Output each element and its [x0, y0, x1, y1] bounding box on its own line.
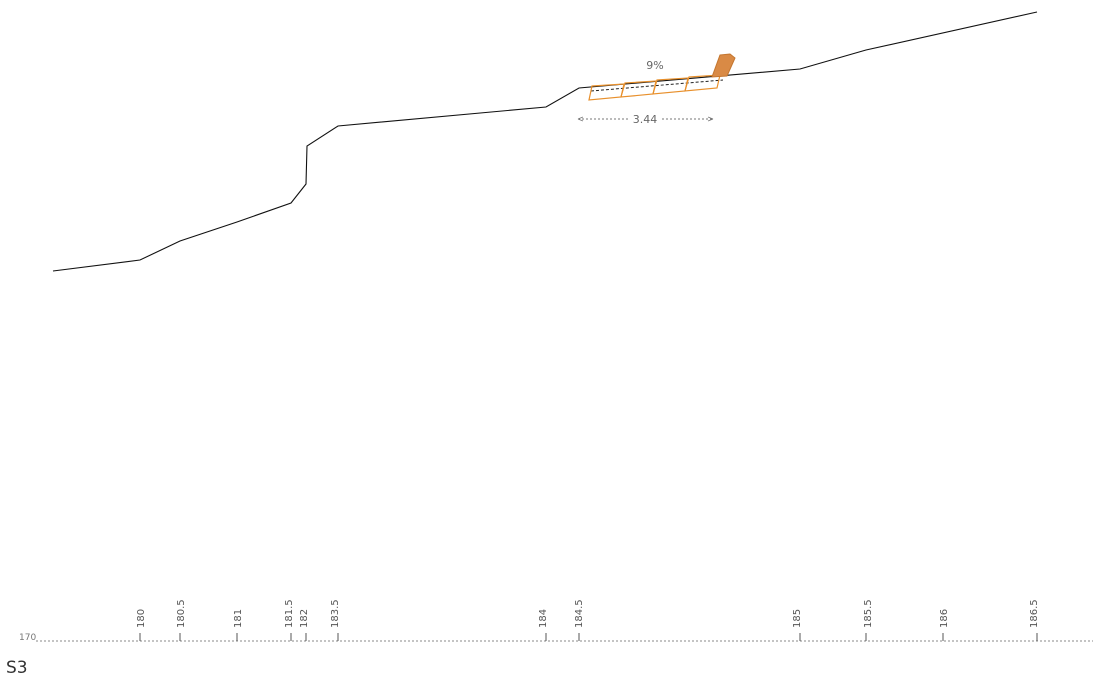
chainage-tick-label: 186 [939, 609, 950, 628]
chainage-tick-label: 185.5 [863, 599, 874, 628]
chainage-tick-label: 183.5 [330, 599, 341, 628]
dimension-arrow-right [707, 116, 714, 122]
chainage-tick-label: 186.5 [1029, 599, 1040, 628]
slope-label: 9% [646, 59, 663, 72]
chainage-tick-label: 181.5 [284, 599, 295, 628]
length-dimension: 3.44 [577, 113, 714, 126]
chainage-tick-label: 181 [233, 609, 244, 628]
chainage-tick-label: 185 [792, 609, 803, 628]
ramp-end-block [711, 53, 736, 78]
ramp-structure [588, 53, 736, 101]
length-label: 3.44 [633, 113, 658, 126]
dimension-arrow-left [577, 116, 584, 122]
chainage-axis: 180 180.5 181 181.5 182 183.5 184 184.5 … [136, 599, 1040, 641]
chainage-tick-label: 180.5 [176, 599, 187, 628]
chainage-tick-label: 180 [136, 609, 147, 628]
ramp-module [588, 83, 625, 101]
datum-label: 170 [19, 633, 36, 643]
terrain-profile-line [52, 11, 1038, 272]
ramp-slope-line [590, 79, 724, 92]
ramp-module [684, 74, 721, 92]
chainage-tick-label: 184.5 [574, 599, 585, 628]
chainage-tick-label: 184 [538, 609, 549, 628]
chainage-tick-label: 182 [299, 609, 310, 628]
section-title: S3 [6, 658, 28, 678]
